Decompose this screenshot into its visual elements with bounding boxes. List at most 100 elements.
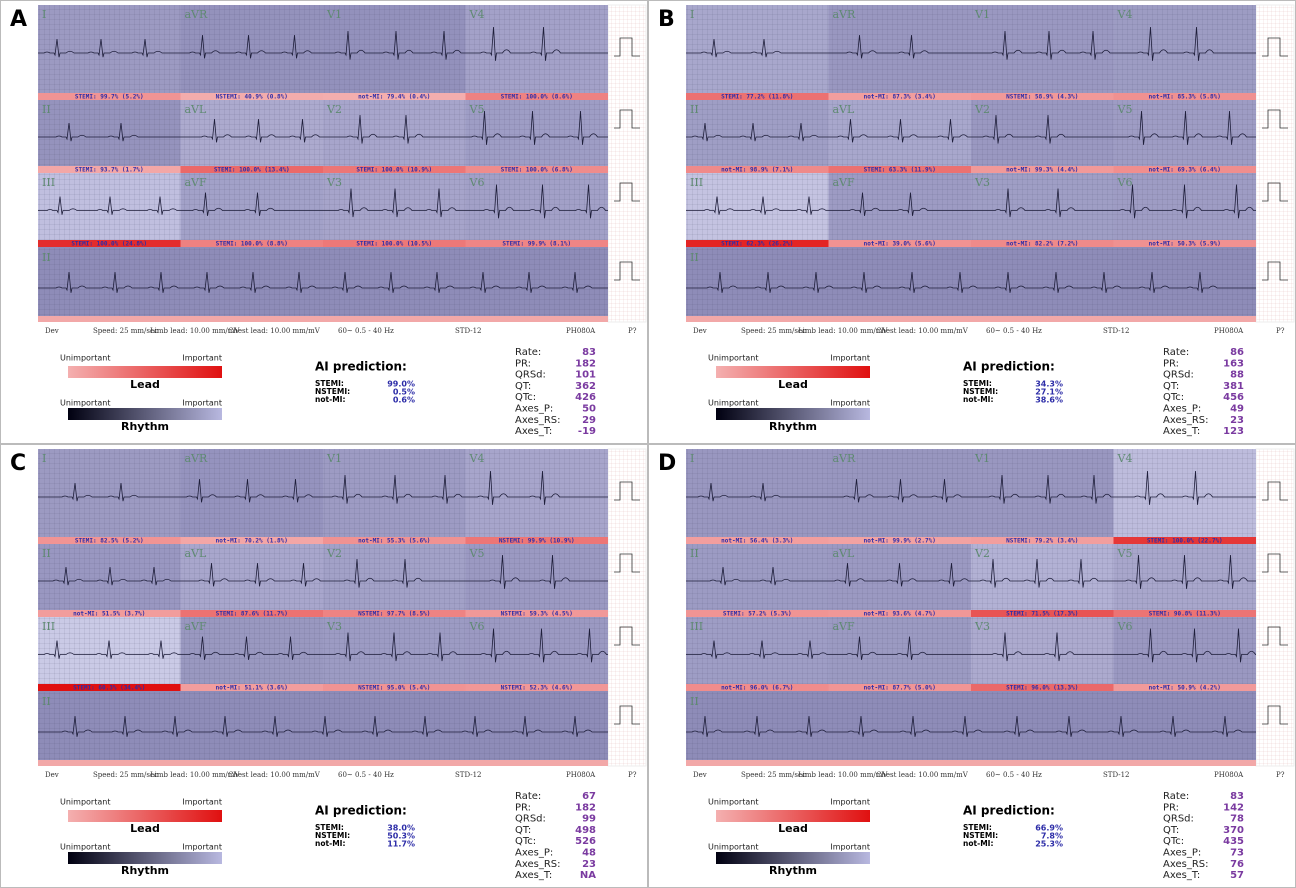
footer-text: P? <box>628 771 637 779</box>
measurement-label: Rate: <box>1163 791 1189 802</box>
lead-name: V5 <box>469 547 485 560</box>
measurement-value: 76 <box>1230 859 1244 870</box>
lead-grid <box>466 617 609 684</box>
measurement-label: Axes_RS: <box>1163 859 1208 870</box>
rhythm-gradient <box>68 852 222 864</box>
measurement-label: Axes_RS: <box>515 415 560 426</box>
legend-high: Important <box>830 354 870 363</box>
lead-name: aVR <box>185 452 209 465</box>
ai-class: not-MI: <box>963 395 993 404</box>
measurement-label: QT: <box>515 825 531 836</box>
lead-name: aVR <box>185 8 209 21</box>
footer-text: P? <box>628 327 637 335</box>
footer-text: P? <box>1276 771 1285 779</box>
lead-prediction: STEMI: 99.7% (5.2%) <box>75 93 144 100</box>
lead-prediction: not-MI: 69.3% (6.4%) <box>1149 166 1221 173</box>
measurement-value: 163 <box>1223 358 1244 369</box>
footer-text: STD-12 <box>1103 771 1129 779</box>
footer-text: Chest lead: 10.00 mm/mV <box>876 771 969 779</box>
lead-prediction: not-MI: 70.2% (1.8%) <box>216 537 288 544</box>
lead-name: V6 <box>469 176 485 189</box>
lead-prediction: not-MI: 98.9% (7.1%) <box>721 166 793 173</box>
lead-prediction: STEMI: 87.6% (11.7%) <box>216 610 288 617</box>
measurement-value: 49 <box>1230 404 1244 415</box>
lead-name: V1 <box>326 452 342 465</box>
measurement-value: 456 <box>1223 392 1244 403</box>
measurement-label: PR: <box>515 802 531 813</box>
measurement-label: QRSd: <box>515 814 546 825</box>
panel-label: D <box>658 451 676 476</box>
footer-text: STD-12 <box>455 771 481 779</box>
measurement-label: QTc: <box>1163 392 1184 403</box>
lead-name: II <box>690 547 699 560</box>
footer-text: Dev <box>45 771 59 779</box>
measurement-label: Axes_T: <box>515 426 552 437</box>
measurement-label: PR: <box>1163 802 1179 813</box>
lead-name: aVF <box>833 620 856 633</box>
lead-prediction: STEMI: 100.0% (22.7%) <box>1147 537 1223 544</box>
measurement-value: 182 <box>575 802 596 813</box>
measurement-label: Rate: <box>1163 347 1189 358</box>
legend-high: Important <box>830 399 870 408</box>
lead-name: aVF <box>833 176 856 189</box>
lead-prediction: NSTEMI: 40.9% (0.8%) <box>216 93 288 100</box>
footer-text: Chest lead: 10.00 mm/mV <box>228 327 321 335</box>
footer-text: Limb lead: 10.00 mm/mV <box>150 327 240 335</box>
ai-title: AI prediction: <box>315 360 407 374</box>
measurement-label: QT: <box>515 381 531 392</box>
lead-grid <box>1114 100 1257 166</box>
lead-name: V5 <box>1117 547 1133 560</box>
measurement-value: 498 <box>575 825 596 836</box>
legend-lead: Lead <box>778 822 808 835</box>
legend-high: Important <box>830 798 870 807</box>
ai-class: not-MI: <box>315 395 345 404</box>
lead-prediction: not-MI: 99.9% (2.7%) <box>864 537 936 544</box>
lead-name: aVF <box>185 620 208 633</box>
footer-text: Dev <box>693 771 707 779</box>
lead-gradient <box>68 366 222 378</box>
lead-prediction: STEMI: 63.3% (11.9%) <box>864 166 936 173</box>
lead-grid <box>323 449 466 537</box>
ai-value: 11.7% <box>387 840 415 849</box>
ai-value: 25.3% <box>1035 840 1063 849</box>
footer-text: PH080A <box>1214 771 1244 779</box>
measurement-value: 48 <box>582 848 596 859</box>
ai-title: AI prediction: <box>315 804 407 818</box>
measurement-label: QT: <box>1163 825 1179 836</box>
lead-grid <box>466 544 609 610</box>
legend-low: Unimportant <box>708 354 758 363</box>
rhythm-lead-name: II <box>690 251 699 264</box>
lead-grid <box>1114 5 1257 93</box>
lead-grid <box>323 617 466 684</box>
lead-prediction: NSTEMI: 52.3% (4.6%) <box>501 684 573 691</box>
panel: CISTEMI: 82.5% (5.2%)aVRnot-MI: 70.2% (1… <box>0 444 648 888</box>
panel: BISTEMI: 77.2% (11.8%)aVRnot-MI: 87.3% (… <box>648 0 1296 444</box>
measurement-label: QRSd: <box>1163 370 1194 381</box>
footer-text: Speed: 25 mm/sec <box>93 771 158 779</box>
legend-lead: Lead <box>778 378 808 391</box>
measurement-value: 101 <box>575 370 596 381</box>
footer-text: STD-12 <box>455 327 481 335</box>
panel-label: A <box>10 7 27 32</box>
lead-name: V3 <box>326 176 342 189</box>
lead-name: V1 <box>974 452 990 465</box>
lead-grid <box>686 100 829 166</box>
lead-grid <box>466 100 609 166</box>
lead-prediction: not-MI: 56.4% (3.3%) <box>721 537 793 544</box>
rhythm-lead-name: II <box>42 695 51 708</box>
lead-prediction: STEMI: 77.2% (11.8%) <box>721 93 793 100</box>
measurement-label: Axes_P: <box>1163 404 1201 415</box>
lead-grid <box>971 100 1114 166</box>
footer-text: Dev <box>45 327 59 335</box>
measurement-label: QRSd: <box>1163 814 1194 825</box>
lead-prediction: STEMI: 93.7% (1.7%) <box>75 166 144 173</box>
legend-low: Unimportant <box>60 399 110 408</box>
measurement-label: Axes_P: <box>515 404 553 415</box>
lead-gradient <box>68 810 222 822</box>
lead-prediction: NSTEMI: 58.9% (4.3%) <box>1006 93 1078 100</box>
footer-text: STD-12 <box>1103 327 1129 335</box>
lead-name: III <box>42 176 55 189</box>
lead-prediction: STEMI: 100.0% (13.4%) <box>214 166 290 173</box>
measurement-label: Axes_P: <box>1163 848 1201 859</box>
footer-text: Chest lead: 10.00 mm/mV <box>228 771 321 779</box>
